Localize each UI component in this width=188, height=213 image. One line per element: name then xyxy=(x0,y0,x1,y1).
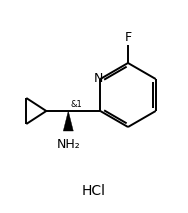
Text: N: N xyxy=(94,72,103,85)
Text: NH₂: NH₂ xyxy=(56,138,80,151)
Polygon shape xyxy=(63,111,73,131)
Text: F: F xyxy=(124,31,132,44)
Text: &1: &1 xyxy=(70,100,82,109)
Text: HCl: HCl xyxy=(82,184,106,198)
